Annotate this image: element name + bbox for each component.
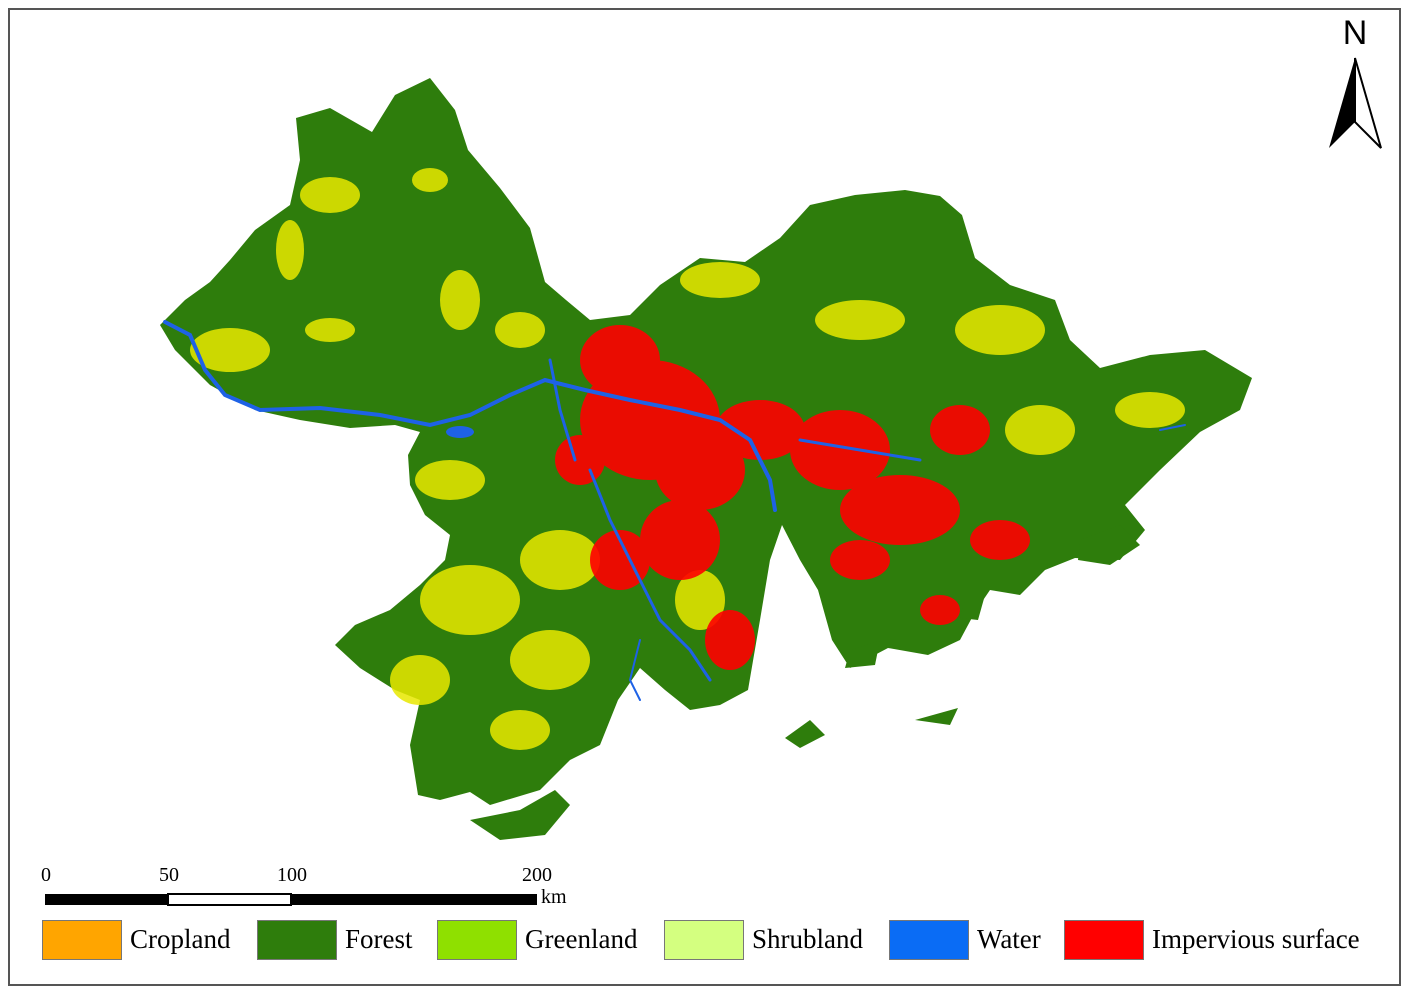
scale-bar [45,893,537,906]
legend-swatch-cropland [42,920,122,960]
legend-label-cropland: Cropland [130,924,231,954]
scale-unit: km [541,886,567,908]
scale-label-100: 100 [277,864,307,886]
region-island-2 [785,720,825,748]
north-arrow-icon [1329,57,1382,149]
legend-label-shrubland: Shrubland [752,924,863,954]
urban-areas [555,325,1030,670]
scale-label-200: 200 [522,864,552,886]
water-reservoir [446,426,474,438]
yellow-patches [190,168,1185,750]
north-label: N [1342,14,1368,52]
scale-label-50: 50 [159,864,179,886]
legend-label-impervious-surface: Impervious surface [1152,924,1360,954]
region-island-4 [845,640,880,668]
region-island-6 [1078,525,1140,565]
region-island-5 [960,595,985,620]
legend-swatch-water [889,920,969,960]
rivers [163,320,1186,701]
legend-swatch-forest [257,920,337,960]
scale-label-0: 0 [41,864,51,886]
legend-swatch-impervious-surface [1064,920,1144,960]
region-island-3 [915,708,958,725]
legend-swatch-greenland [437,920,517,960]
legend-label-greenland: Greenland [525,924,638,954]
legend-label-forest: Forest [345,924,413,954]
legend-label-water: Water [977,924,1041,954]
region-island-1 [470,790,570,840]
legend-swatch-shrubland [664,920,744,960]
